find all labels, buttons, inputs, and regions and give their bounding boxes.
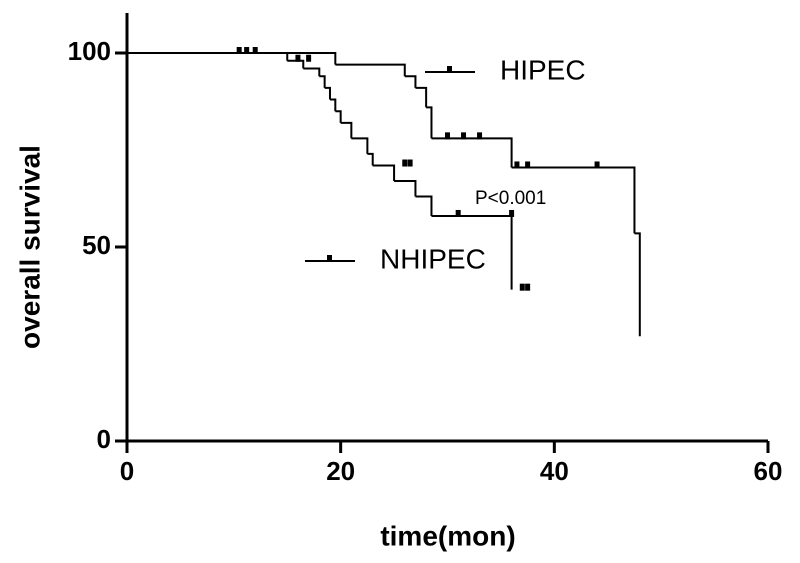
x-tick-label: 40: [540, 456, 569, 486]
step: [335, 63, 406, 77]
censor-mark: [594, 161, 600, 169]
step: [340, 121, 353, 139]
step: [431, 137, 513, 168]
step: [415, 86, 428, 108]
step: [351, 137, 369, 154]
step: [329, 98, 337, 112]
censor-mark: [445, 132, 450, 140]
censor-mark: [525, 161, 531, 169]
censor-mark: [252, 47, 258, 54]
x-axis-title: time(mon): [380, 520, 515, 551]
censor-mark: [402, 159, 408, 167]
step: [324, 86, 331, 100]
y-tick-label: 0: [97, 424, 111, 454]
censor-mark: [514, 161, 520, 169]
censor-mark: [295, 54, 301, 62]
step: [426, 106, 433, 139]
step: [394, 180, 417, 197]
step: [367, 152, 374, 166]
step: [404, 75, 417, 88]
censor-mark: [525, 283, 531, 291]
censor-mark: [461, 132, 467, 140]
x-tick-label: 60: [754, 456, 783, 486]
censor-mark: [244, 47, 250, 54]
censor-mark: [477, 132, 483, 140]
step: [634, 232, 641, 337]
censor-mark: [519, 283, 525, 291]
step: [319, 75, 326, 88]
annotation: P<0.001: [475, 188, 546, 209]
legend-mark: [447, 66, 452, 73]
step: [511, 166, 636, 234]
y-tick-label: 50: [82, 230, 111, 260]
censor-mark: [509, 209, 515, 217]
censor-mark: [306, 54, 312, 62]
step: [335, 110, 342, 123]
y-tick-label: 100: [68, 36, 111, 66]
legend-label: HIPEC: [500, 54, 586, 85]
legend-label: NHIPEC: [380, 243, 486, 274]
censor-mark: [407, 159, 413, 167]
legend-mark: [327, 255, 332, 262]
x-tick-label: 0: [120, 456, 134, 486]
step: [415, 195, 433, 216]
x-tick-label: 20: [326, 456, 355, 486]
step: [303, 67, 321, 77]
censor-mark: [455, 209, 461, 217]
step: [372, 164, 396, 182]
step: [127, 52, 289, 61]
y-axis-title: overall survival: [14, 145, 45, 349]
censor-mark: [236, 47, 242, 54]
step: [287, 59, 305, 69]
